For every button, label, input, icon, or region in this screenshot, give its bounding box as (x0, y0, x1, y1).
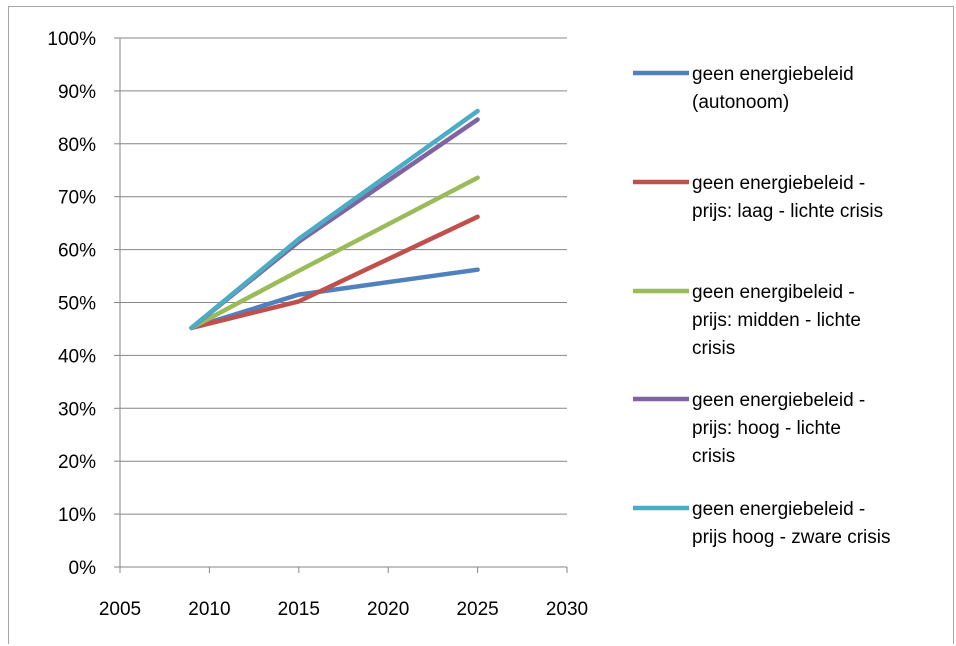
legend-label: geen energiebeleid (692, 64, 854, 85)
y-tick-label: 0% (69, 558, 97, 579)
legend-label: crisis (692, 446, 735, 467)
legend-entry-5: geen energiebeleid - prijs hoog - zware c… (633, 499, 891, 548)
legend-label: prijs: midden - lichte (692, 310, 861, 331)
series-line-5 (189, 108, 480, 331)
y-tick-label: 70% (58, 188, 96, 209)
x-tick-label: 2025 (456, 599, 498, 620)
x-tick-label: 2020 (367, 599, 409, 620)
legend-label: (autonoom) (692, 92, 789, 113)
y-tick-label: 90% (58, 82, 96, 103)
series-lines (189, 108, 480, 331)
chart-frame (8, 6, 954, 644)
legend-label: geen energiebeleid - (692, 390, 865, 411)
legend-label: prijs hoog - zware crisis (692, 527, 891, 548)
y-tick-label: 50% (58, 294, 96, 315)
x-tick-label: 2005 (99, 599, 141, 620)
legend-label: prijs: hoog - lichte (692, 418, 841, 439)
y-tick-label: 40% (58, 346, 96, 367)
y-tick-label: 10% (58, 505, 96, 526)
legend-entry-2: geen energiebeleid - prijs: laag - lichte… (633, 173, 883, 222)
legend-entry-1: geen energiebeleid (autonoom) (633, 64, 854, 113)
x-tick-label: 2015 (278, 599, 320, 620)
x-tick-label: 2010 (188, 599, 230, 620)
y-tick-label: 20% (58, 452, 96, 473)
legend-label: geen energiebeleid - (692, 173, 865, 194)
axes (114, 37, 568, 573)
legend-label: prijs: laag - lichte crisis (692, 201, 883, 222)
series-line-4 (189, 117, 480, 331)
y-tick-label: 100% (47, 29, 96, 50)
y-tick-label: 60% (58, 241, 96, 262)
series-line-2 (189, 214, 480, 331)
gridlines (120, 37, 567, 515)
legend: geen energiebeleid(autonoom)geen energie… (633, 64, 891, 548)
x-axis-ticks: 2005 2010 2015 2020 2025 2030 (99, 599, 588, 620)
y-tick-label: 30% (58, 399, 96, 420)
legend-label: geen energiebeleid - (692, 499, 865, 520)
y-tick-label: 80% (58, 135, 96, 156)
legend-label: geen energibeleid - (692, 282, 855, 303)
legend-entry-4: geen energiebeleid - prijs: hoog - lichte… (633, 390, 865, 467)
legend-label: crisis (692, 338, 735, 359)
x-tick-label: 2030 (546, 599, 588, 620)
legend-entry-3: geen energibeleid - prijs: midden - licht… (633, 282, 861, 359)
series-line-3 (189, 175, 480, 331)
y-axis-ticks: 0% 10% 20% 30% 40% 50% 60% 70% 80% 90% 100% (47, 29, 96, 579)
